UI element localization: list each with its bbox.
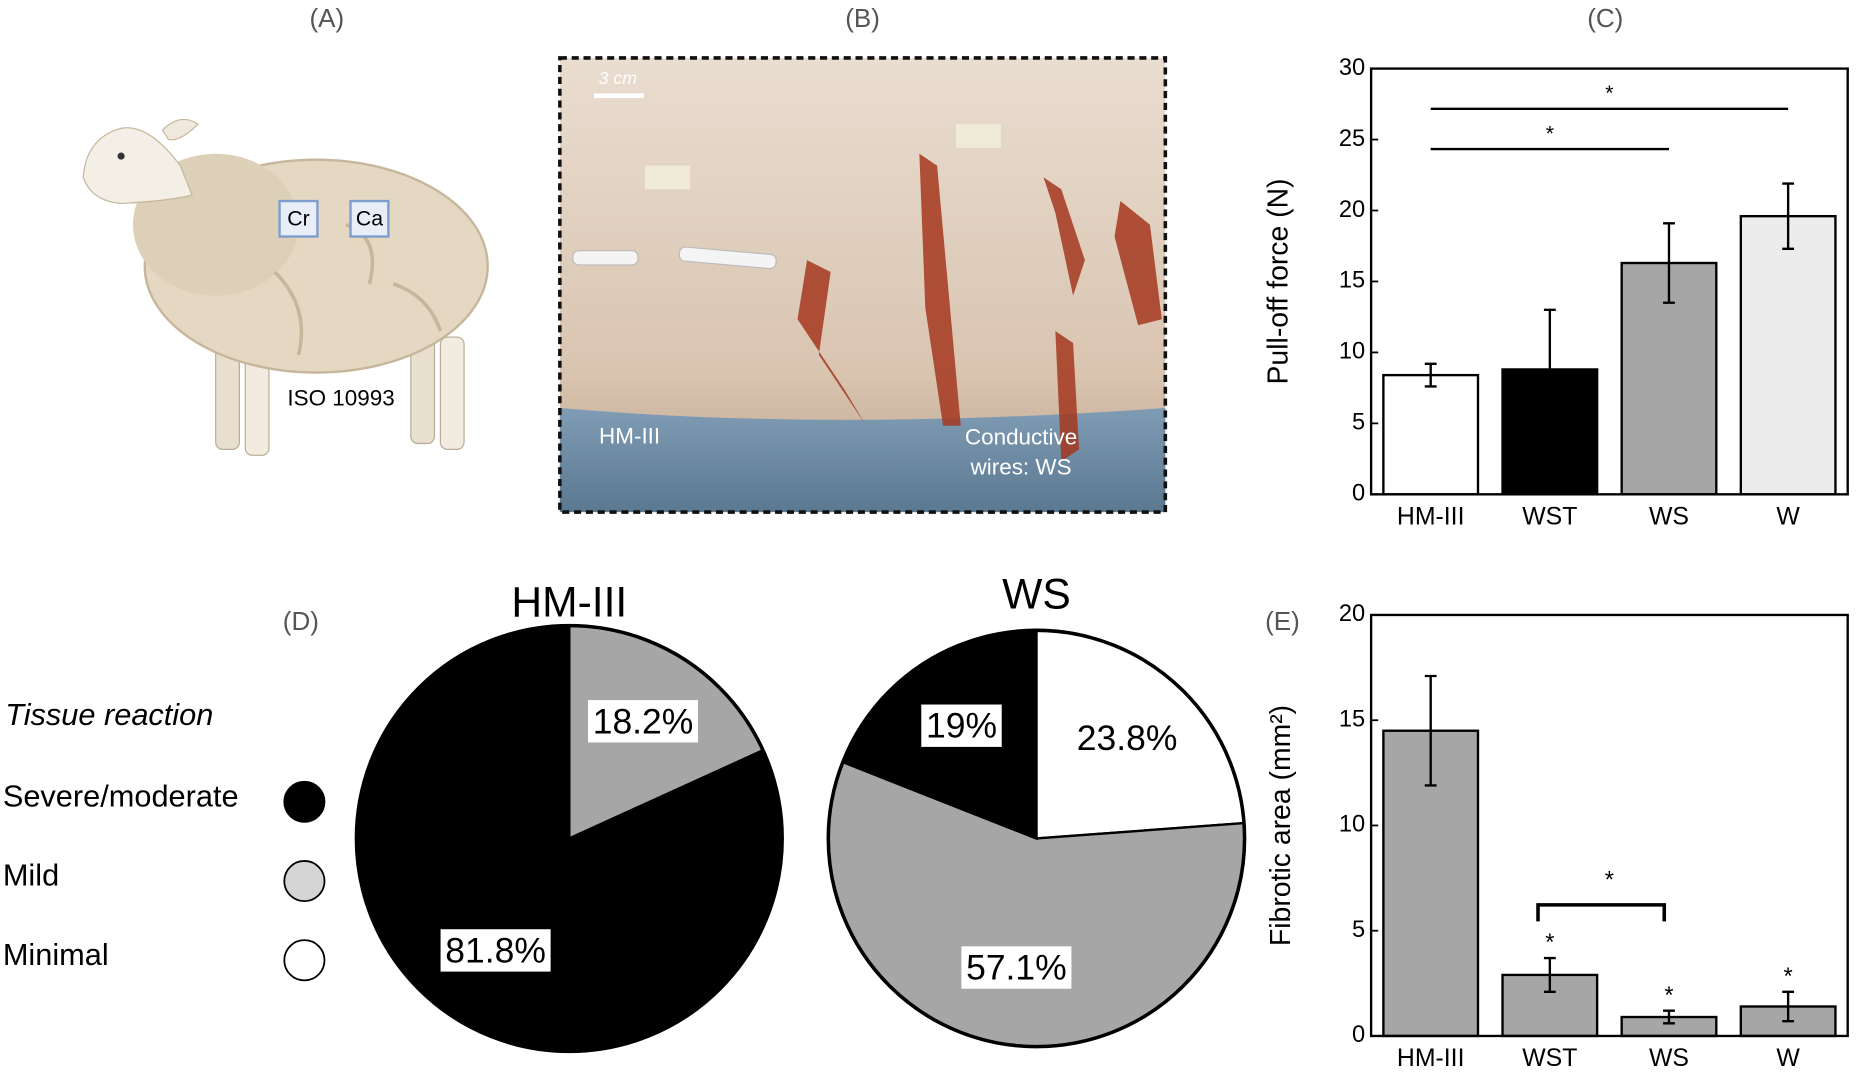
significance-marker: * xyxy=(1605,867,1614,893)
pie-outline xyxy=(826,628,1247,1049)
y-tick-label: 5 xyxy=(1352,410,1365,436)
significance-marker: * xyxy=(1664,983,1673,1009)
slice-label: 19% xyxy=(926,706,997,746)
pie-title: HM-III xyxy=(511,579,627,627)
caption: ISO 10993 xyxy=(287,386,394,411)
slice-label-box xyxy=(961,946,1072,989)
y-tick-label: 10 xyxy=(1339,812,1365,838)
y-tick-label: 5 xyxy=(1352,917,1365,943)
slice-label: 23.8% xyxy=(1077,718,1178,758)
pie-title: WS xyxy=(1002,570,1071,618)
photo-label: HM-III xyxy=(599,424,660,449)
error-bar xyxy=(1782,990,1795,1023)
legend-label: Severe/moderate xyxy=(3,778,239,813)
slice-label: 18.2% xyxy=(593,701,694,741)
significance-marker: * xyxy=(1545,930,1554,956)
legend-swatch xyxy=(283,860,326,903)
site-box xyxy=(278,199,390,238)
pie-outline xyxy=(354,623,784,1054)
slice-label-box xyxy=(440,929,551,972)
y-tick-label: 10 xyxy=(1339,339,1365,365)
significance-marker: * xyxy=(1605,81,1613,105)
photo-label: wires: WS xyxy=(970,454,1072,479)
significance-marker: * xyxy=(1546,121,1554,145)
x-tick-label: WST xyxy=(1522,504,1577,531)
sheep-illustration xyxy=(82,118,489,456)
legend-swatch xyxy=(283,939,326,982)
panel-label: (D) xyxy=(283,606,319,636)
scale-bar-label: 3 cm xyxy=(599,68,637,88)
photo xyxy=(558,56,1168,514)
y-axis-label: Fibrotic area (mm²) xyxy=(1265,705,1297,946)
charts: 0 5 10 15 20 25 30 Pull-off force (N) HM-III WST W… xyxy=(354,55,1849,1072)
y-tick-label: 25 xyxy=(1339,126,1365,152)
slice-label-box xyxy=(1072,717,1183,760)
y-tick-label: 20 xyxy=(1339,601,1365,627)
legend-swatch xyxy=(283,780,326,823)
x-tick-label: W xyxy=(1776,1045,1800,1072)
slice-label: 81.8% xyxy=(445,930,546,970)
x-tick-label: W xyxy=(1776,504,1800,531)
plot-frame xyxy=(1369,613,1849,1038)
error-bar xyxy=(1782,182,1795,251)
panel-label: (A) xyxy=(310,3,345,33)
y-axis-label: Pull-off force (N) xyxy=(1263,178,1295,384)
y-tick-label: 20 xyxy=(1339,197,1365,223)
legend-label: Minimal xyxy=(3,937,109,972)
bar xyxy=(1382,373,1480,496)
y-tick-label: 30 xyxy=(1339,55,1365,81)
panel-label: (B) xyxy=(845,3,880,33)
x-tick-label: WST xyxy=(1522,1045,1577,1072)
panel-label: (C) xyxy=(1587,3,1623,33)
significance-marker: * xyxy=(1784,964,1793,990)
error-bar xyxy=(1663,1009,1675,1025)
site-label: Cr xyxy=(287,207,309,231)
y-tick-label: 15 xyxy=(1339,268,1365,294)
x-tick-label: WS xyxy=(1649,1045,1689,1072)
legend-title: Tissue reaction xyxy=(5,697,213,732)
error-bar xyxy=(1424,674,1437,787)
x-tick-label: HM-III xyxy=(1397,1045,1465,1072)
photo-label: Conductive xyxy=(965,425,1077,450)
panel-label: (E) xyxy=(1265,606,1300,636)
y-tick-label: 0 xyxy=(1352,1022,1365,1048)
slice-label-box xyxy=(921,704,1002,747)
slice-label-box xyxy=(588,700,699,743)
y-tick-label: 0 xyxy=(1352,481,1365,507)
x-tick-label: WS xyxy=(1649,504,1689,531)
plot-frame xyxy=(1369,67,1849,496)
legend: Severe/moderate Mild Minimal xyxy=(3,778,326,982)
x-tick-label: HM-III xyxy=(1397,504,1465,531)
legend-label: Mild xyxy=(3,858,59,893)
site-label: Ca xyxy=(356,207,383,231)
slice-label: 57.1% xyxy=(966,948,1067,988)
significance-bracket xyxy=(1536,903,1667,922)
y-tick-label: 15 xyxy=(1339,706,1365,732)
error-bar xyxy=(1663,222,1675,304)
error-bar xyxy=(1543,308,1556,431)
error-bar xyxy=(1424,362,1437,388)
error-bar xyxy=(1543,956,1556,993)
bar xyxy=(1739,214,1837,496)
